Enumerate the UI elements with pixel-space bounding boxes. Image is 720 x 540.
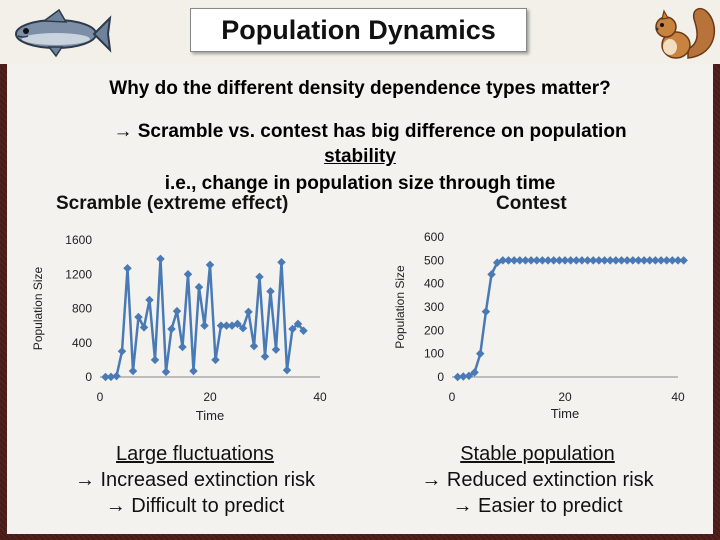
data-point bbox=[156, 254, 165, 264]
data-point bbox=[282, 365, 292, 375]
question-line-2: → Scramble vs. contest has big differenc… bbox=[113, 121, 627, 142]
question-line-3: stability bbox=[324, 146, 396, 167]
data-point bbox=[189, 366, 198, 376]
data-point bbox=[487, 270, 496, 279]
y-tick-label: 1600 bbox=[65, 233, 92, 247]
data-point bbox=[183, 270, 193, 279]
data-point bbox=[611, 256, 621, 265]
data-point bbox=[277, 258, 286, 267]
squirrel-icon bbox=[655, 7, 715, 59]
data-point bbox=[249, 341, 259, 351]
data-point bbox=[106, 372, 116, 382]
data-point bbox=[577, 256, 587, 265]
data-point bbox=[594, 256, 604, 265]
x-tick-label: 0 bbox=[449, 390, 456, 404]
data-point bbox=[605, 256, 615, 265]
data-point bbox=[521, 256, 530, 265]
data-point bbox=[538, 256, 547, 265]
y-tick-label: 100 bbox=[424, 347, 444, 361]
data-point bbox=[205, 260, 215, 270]
x-tick-label: 0 bbox=[97, 390, 104, 404]
fish-icon bbox=[15, 8, 112, 58]
data-point bbox=[211, 355, 220, 365]
data-point bbox=[481, 307, 491, 316]
data-point bbox=[172, 306, 182, 316]
data-point bbox=[549, 256, 558, 265]
chart-title-contest: Contest bbox=[496, 193, 567, 214]
data-point bbox=[476, 349, 485, 358]
caption-right-title: Stable population bbox=[460, 443, 615, 465]
x-tick-label: 20 bbox=[203, 390, 217, 404]
caption-left-line-3: → Difficult to predict bbox=[105, 495, 285, 517]
caption-left: Large fluctuations → Increased extinctio… bbox=[40, 441, 350, 519]
data-point bbox=[651, 256, 660, 265]
y-tick-label: 400 bbox=[424, 277, 444, 291]
data-point bbox=[526, 256, 536, 265]
data-point bbox=[453, 372, 462, 382]
data-point bbox=[266, 287, 275, 296]
data-point bbox=[622, 256, 632, 265]
data-point bbox=[178, 342, 187, 352]
data-point bbox=[167, 324, 176, 334]
data-point bbox=[293, 319, 303, 329]
data-point bbox=[200, 321, 209, 330]
y-tick-label: 0 bbox=[85, 370, 92, 384]
y-tick-label: 1200 bbox=[65, 267, 92, 281]
data-point bbox=[194, 282, 204, 292]
data-point bbox=[112, 371, 121, 381]
data-point bbox=[161, 367, 171, 377]
y-tick-label: 400 bbox=[72, 336, 92, 350]
data-point bbox=[216, 321, 226, 330]
y-tick-label: 0 bbox=[437, 370, 444, 384]
question-line-1: Why do the different density dependence … bbox=[109, 78, 611, 99]
scramble-chart: 0 400 800 1200 1600 0 20 40 Population Size Tim… bbox=[31, 233, 327, 423]
data-point bbox=[509, 256, 519, 265]
data-point bbox=[145, 295, 154, 305]
caption-left-line-2: → Increased extinction risk bbox=[74, 469, 316, 491]
y-tick-label: 300 bbox=[424, 300, 444, 314]
x-axis-label: Time bbox=[551, 406, 579, 421]
data-point bbox=[150, 355, 160, 365]
data-point bbox=[504, 256, 513, 265]
data-point bbox=[679, 256, 688, 265]
data-point bbox=[459, 372, 468, 381]
data-point bbox=[271, 345, 281, 354]
y-tick-label: 600 bbox=[424, 230, 444, 244]
page-title: Population Dynamics bbox=[190, 8, 527, 52]
x-tick-label: 40 bbox=[313, 390, 327, 404]
caption-right-line-3: → Easier to predict bbox=[452, 495, 623, 517]
data-point bbox=[634, 256, 643, 265]
data-point bbox=[583, 256, 592, 265]
data-point bbox=[134, 312, 143, 322]
data-point bbox=[639, 256, 649, 265]
data-point bbox=[555, 256, 564, 265]
x-axis-label: Time bbox=[196, 408, 224, 423]
data-point bbox=[260, 352, 270, 361]
data-point bbox=[288, 324, 297, 334]
y-tick-label: 500 bbox=[424, 253, 444, 267]
data-point bbox=[128, 366, 138, 376]
data-point bbox=[464, 371, 474, 381]
x-tick-label: 40 bbox=[671, 390, 685, 404]
data-point bbox=[222, 321, 231, 330]
caption-right-line-2: → Reduced extinction risk bbox=[421, 469, 654, 491]
data-point bbox=[299, 326, 308, 336]
y-tick-label: 800 bbox=[72, 302, 92, 316]
data-point bbox=[117, 347, 127, 356]
question-line-4: i.e., change in population size through … bbox=[164, 173, 556, 194]
data-point bbox=[244, 307, 253, 317]
data-point bbox=[668, 256, 677, 265]
y-tick-label: 200 bbox=[424, 323, 444, 337]
chart-title-scramble: Scramble (extreme effect) bbox=[56, 193, 289, 214]
data-point bbox=[101, 372, 110, 382]
data-point bbox=[123, 264, 132, 273]
y-axis-label: Population Size bbox=[393, 265, 407, 349]
data-point bbox=[255, 272, 264, 282]
x-tick-label: 20 bbox=[558, 390, 572, 404]
contest-chart: 0 100 200 300 400 500 600 0 20 40 Population Size… bbox=[393, 230, 688, 421]
caption-right: Stable population → Reduced extinction r… bbox=[385, 441, 690, 519]
y-axis-label: Population Size bbox=[31, 266, 45, 350]
data-point bbox=[566, 256, 575, 265]
caption-left-title: Large fluctuations bbox=[116, 443, 274, 465]
